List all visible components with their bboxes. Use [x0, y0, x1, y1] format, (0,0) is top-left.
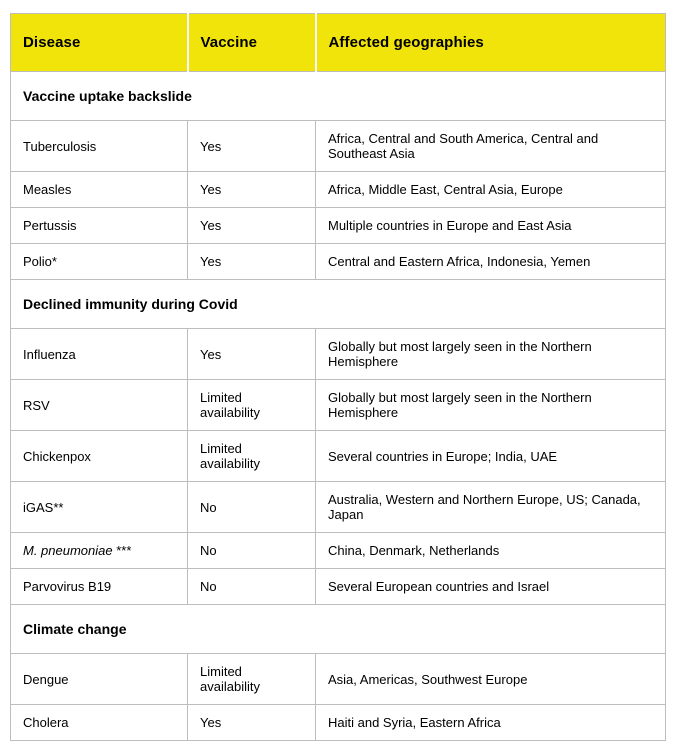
geographies-cell: Several European countries and Israel	[315, 568, 666, 605]
geographies-cell: Central and Eastern Africa, Indonesia, Y…	[315, 243, 666, 280]
disease-cell: Tuberculosis	[10, 120, 188, 172]
table-row: Measles Yes Africa, Middle East, Central A…	[10, 171, 666, 208]
table-row: iGAS** No Australia, Western and Northern …	[10, 481, 666, 533]
table-row: Influenza Yes Globally but most largely se…	[10, 328, 666, 380]
vaccine-cell: Limited availability	[187, 653, 316, 705]
geographies-cell: Several countries in Europe; India, UAE	[315, 430, 666, 482]
col-header-disease: Disease	[10, 13, 188, 72]
table-body: Vaccine uptake backslide Tuberculosis Yes A…	[10, 71, 666, 741]
table-row: Chickenpox Limited availability Several co…	[10, 430, 666, 482]
geographies-cell: China, Denmark, Netherlands	[315, 532, 666, 569]
geographies-cell: Australia, Western and Northern Europe, …	[315, 481, 666, 533]
disease-cell: Influenza	[10, 328, 188, 380]
vaccine-cell: Yes	[187, 120, 316, 172]
vaccine-cell: No	[187, 532, 316, 569]
geographies-cell: Multiple countries in Europe and East As…	[315, 207, 666, 244]
disease-cell: Cholera	[10, 704, 188, 741]
disease-name: Influenza	[23, 346, 76, 362]
disease-name: iGAS**	[23, 499, 64, 515]
section-row: Declined immunity during Covid	[10, 279, 666, 329]
geographies-cell: Haiti and Syria, Eastern Africa	[315, 704, 666, 741]
table-row: M. pneumoniae *** No China, Denmark, Nethe…	[10, 532, 666, 569]
section-title: Vaccine uptake backslide	[10, 71, 666, 121]
disease-name: RSV	[23, 397, 50, 413]
disease-cell: M. pneumoniae ***	[10, 532, 188, 569]
disease-name: Pertussis	[23, 218, 77, 233]
disease-name: M. pneumoniae	[23, 543, 113, 558]
disease-cell: Measles	[10, 171, 188, 208]
disease-table: Disease Vaccine Affected geographies Vac…	[10, 13, 666, 741]
disease-name: Tuberculosis	[23, 138, 97, 154]
disease-cell: Polio*	[10, 243, 188, 280]
geographies-cell: Globally but most largely seen in the No…	[315, 379, 666, 431]
vaccine-cell: No	[187, 568, 316, 605]
table-row: Tuberculosis Yes Africa, Central and South…	[10, 120, 666, 172]
vaccine-cell: Yes	[187, 207, 316, 244]
disease-cell: iGAS**	[10, 481, 188, 533]
geographies-cell: Asia, Americas, Southwest Europe	[315, 653, 666, 705]
disease-name: Chickenpox	[23, 448, 91, 464]
table-row: Dengue Limited availability Asia, Americas…	[10, 653, 666, 705]
table-header-row: Disease Vaccine Affected geographies	[10, 13, 666, 72]
geographies-cell: Africa, Central and South America, Centr…	[315, 120, 666, 172]
disease-name: Cholera	[23, 715, 69, 730]
disease-name: Polio*	[23, 254, 57, 269]
section-title: Climate change	[10, 604, 666, 654]
vaccine-cell: Yes	[187, 171, 316, 208]
geographies-cell: Africa, Middle East, Central Asia, Europ…	[315, 171, 666, 208]
section-title: Declined immunity during Covid	[10, 279, 666, 329]
col-header-geographies: Affected geographies	[314, 13, 666, 72]
table-row: Parvovirus B19 No Several European countri…	[10, 568, 666, 605]
disease-cell: Dengue	[10, 653, 188, 705]
vaccine-cell: Limited availability	[187, 379, 316, 431]
disease-name: Dengue	[23, 671, 69, 687]
section-row: Vaccine uptake backslide	[10, 71, 666, 121]
vaccine-cell: Yes	[187, 328, 316, 380]
vaccine-cell: Limited availability	[187, 430, 316, 482]
table-row: Cholera Yes Haiti and Syria, Eastern Afric…	[10, 704, 666, 741]
vaccine-cell: Yes	[187, 704, 316, 741]
geographies-cell: Globally but most largely seen in the No…	[315, 328, 666, 380]
vaccine-cell: No	[187, 481, 316, 533]
disease-cell: RSV	[10, 379, 188, 431]
section-row: Climate change	[10, 604, 666, 654]
table-header: Disease Vaccine Affected geographies	[10, 13, 666, 72]
disease-name: Parvovirus B19	[23, 579, 112, 594]
disease-suffix: ***	[112, 543, 132, 558]
table-row: Polio* Yes Central and Eastern Africa, Ind…	[10, 243, 666, 280]
disease-cell: Pertussis	[10, 207, 188, 244]
disease-cell: Parvovirus B19	[10, 568, 188, 605]
disease-name: Measles	[23, 182, 72, 197]
table-row: Pertussis Yes Multiple countries in Europe…	[10, 207, 666, 244]
table-row: RSV Limited availability Globally but most…	[10, 379, 666, 431]
col-header-vaccine: Vaccine	[186, 13, 316, 72]
disease-cell: Chickenpox	[10, 430, 188, 482]
vaccine-cell: Yes	[187, 243, 316, 280]
